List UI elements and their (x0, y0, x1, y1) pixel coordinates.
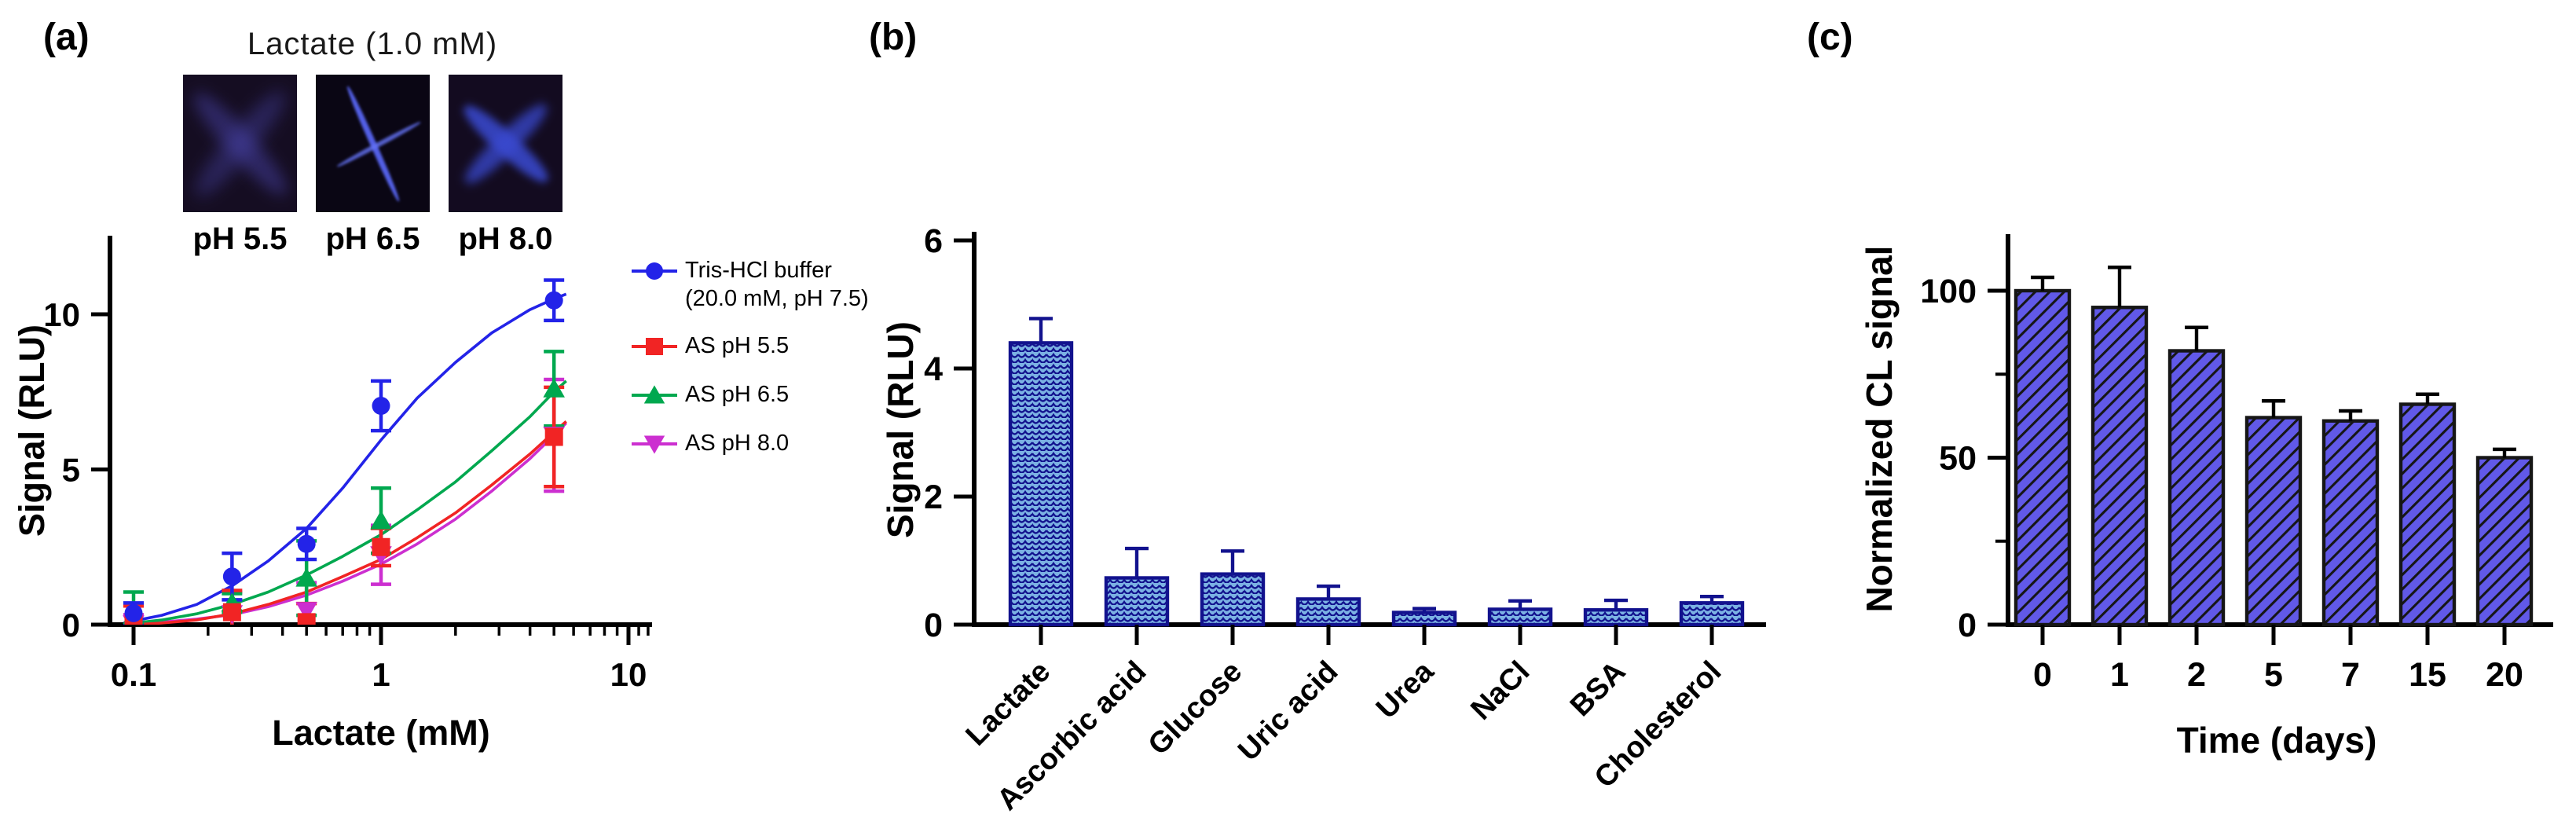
y-tick-label: 5 (62, 452, 80, 489)
x-glow-stroke (344, 84, 401, 203)
y-tick-label: 0 (62, 607, 80, 644)
bar (1200, 572, 1266, 627)
category-label: 15 (2409, 656, 2446, 694)
bar (2167, 349, 2226, 627)
bar (1008, 341, 1074, 627)
circle-marker-icon (297, 534, 316, 553)
y-axis-title: Normalized CL signal (1859, 246, 1900, 613)
y-tick-label: 100 (1920, 273, 1977, 310)
bar (2014, 288, 2072, 627)
y-axis-title: Signal (RLU) (880, 321, 921, 538)
x-axis-title: Time (days) (2177, 720, 2377, 761)
bar (2244, 416, 2303, 627)
category-label: Urea (1370, 654, 1441, 725)
square-marker-icon (222, 603, 241, 622)
legend-marker (632, 262, 677, 280)
category-label: 20 (2486, 656, 2523, 694)
panel-c-label: (c) (1807, 16, 1853, 58)
y-tick-label: 4 (924, 350, 943, 388)
y-tick-label: 10 (43, 296, 80, 333)
ph-label: pH 8.0 (458, 222, 553, 256)
y-tick-label: 50 (1939, 440, 1977, 478)
legend-label: AS pH 6.5 (685, 382, 790, 407)
bar (2475, 456, 2534, 627)
category-label: 2 (2187, 656, 2206, 694)
bar (1104, 576, 1170, 627)
circle-marker-icon (372, 397, 390, 416)
fit-curve (133, 420, 567, 625)
plot-area (123, 278, 567, 625)
inset-title: Lactate (1.0 mM) (247, 27, 498, 61)
square-marker-icon (297, 613, 316, 625)
y-axis-title: Signal (RLU) (12, 324, 52, 537)
triangle-down-marker-icon (643, 435, 665, 454)
y-tick-label: 0 (924, 607, 943, 644)
category-label: 5 (2264, 656, 2283, 694)
panel-b-label: (b) (869, 16, 918, 58)
bar (2321, 419, 2380, 627)
triangle-up-marker-icon (295, 567, 317, 587)
panel-c-chart: 0 50 100 0 1 2 5 7 15 20 Time (days) Normalized CL … (1859, 234, 2553, 761)
bar (1679, 601, 1745, 627)
x-tick-label: 1 (372, 656, 390, 693)
square-marker-icon (372, 537, 390, 556)
fit-curve (133, 292, 567, 623)
square-marker-icon (544, 427, 563, 446)
circle-marker-icon (124, 603, 143, 622)
legend-marker (632, 385, 677, 404)
fit-curve (133, 422, 567, 625)
ph-label: pH 6.5 (325, 222, 420, 256)
circle-marker-icon (544, 291, 563, 310)
category-label: 1 (2110, 656, 2129, 694)
luminescence-image-thin-x-icon (316, 75, 430, 212)
legend-label: AS pH 5.5 (685, 333, 790, 358)
panel-a-label: (a) (43, 16, 90, 58)
ph-label: pH 5.5 (192, 222, 288, 256)
panel-a-chart: 0 5 10 0.1 1 10 Lactate (mM) Signal (RLU) (12, 236, 652, 753)
triangle-up-marker-icon (370, 510, 392, 530)
luminescence-image-row (183, 75, 562, 212)
fit-curve (133, 380, 567, 625)
triangle-up-marker-icon (643, 385, 665, 404)
category-label: NaCl (1464, 655, 1536, 727)
category-label: 7 (2341, 656, 2360, 694)
bar (1295, 597, 1361, 627)
x-tick-label: 10 (610, 656, 647, 693)
triangle-down-marker-icon (295, 602, 317, 622)
y-tick-label: 6 (924, 222, 943, 260)
legend-label: AS pH 8.0 (685, 431, 790, 456)
y-tick-label: 2 (924, 478, 943, 516)
y-tick-label: 0 (1958, 607, 1977, 644)
x-axis-title: Lactate (mM) (272, 713, 490, 753)
legend-label: Tris-HCl buffer (20.0 mM, pH 7.5) (685, 258, 869, 311)
square-marker-icon (646, 338, 663, 355)
bar (2090, 306, 2149, 627)
luminescence-image-faint-x-icon (183, 75, 297, 212)
bar (1487, 607, 1553, 627)
category-label: Uric acid (1232, 655, 1344, 768)
triangle-up-marker-icon (543, 378, 565, 398)
category-label: BSA (1564, 655, 1632, 723)
bar (1391, 610, 1457, 627)
legend-marker (632, 338, 677, 355)
ph-label-row: pH 5.5 pH 6.5 pH 8.0 (183, 222, 562, 257)
legend-item: Tris-HCl buffer (20.0 mM, pH 7.5) (628, 256, 911, 313)
category-label: Lactate (960, 655, 1057, 753)
luminescence-image-bright-x-icon (449, 75, 562, 212)
bar (1583, 608, 1649, 627)
legend-marker (632, 435, 677, 454)
x-tick-label: 0.1 (111, 656, 156, 693)
circle-marker-icon (222, 567, 241, 586)
category-label: 0 (2033, 656, 2052, 694)
panel-a-legend: Tris-HCl buffer (20.0 mM, pH 7.5) AS pH 5… (628, 256, 911, 478)
legend-item: AS pH 5.5 (628, 332, 911, 361)
legend-item: AS pH 8.0 (628, 429, 911, 459)
bar (2398, 402, 2457, 627)
legend-item: AS pH 6.5 (628, 380, 911, 410)
circle-marker-icon (646, 262, 663, 280)
